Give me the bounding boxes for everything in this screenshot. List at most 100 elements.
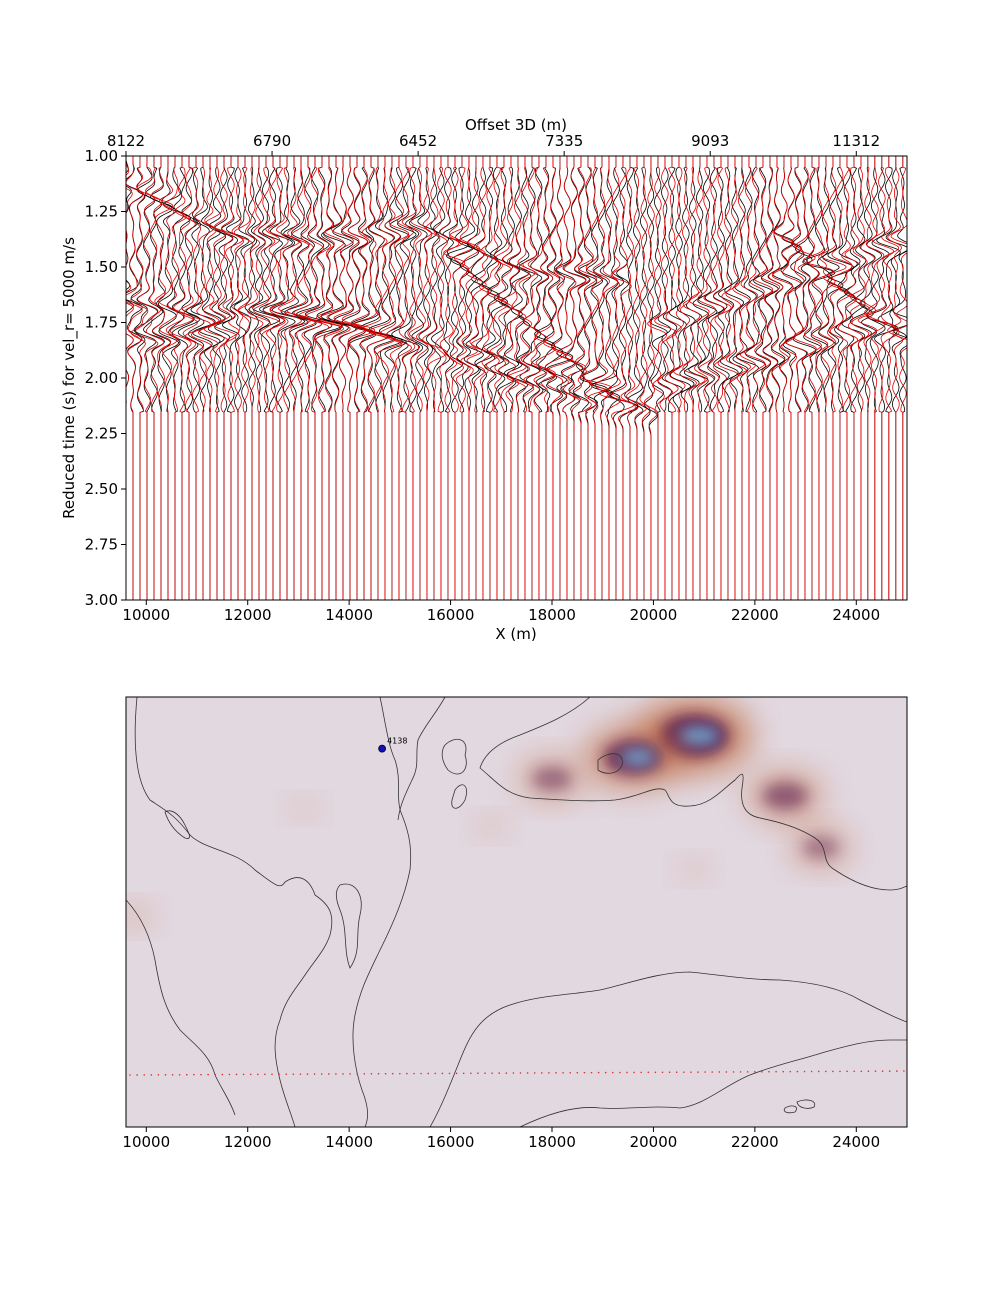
map-x-tick-label: 10000 (122, 1133, 170, 1151)
contour-line (796, 1099, 816, 1109)
synthetic-trace (725, 156, 747, 600)
receiver-point (136, 1074, 138, 1076)
contour-line (441, 738, 467, 775)
top-tick-label: 6452 (399, 132, 437, 150)
receiver-point (825, 1070, 827, 1073)
receiver-point (768, 1070, 770, 1073)
synthetic-trace (864, 156, 885, 600)
receiver-point (434, 1072, 437, 1075)
top-axis-label: Offset 3D (m) (465, 116, 567, 134)
receiver-point (363, 1073, 366, 1075)
receiver-point (675, 1071, 678, 1073)
receiver-point (746, 1071, 749, 1073)
map-x-tick-label: 22000 (731, 1133, 779, 1151)
receiver-point (200, 1073, 202, 1076)
synthetic-trace (664, 156, 682, 600)
synthetic-trace (350, 156, 376, 600)
synthetic-trace (197, 156, 220, 600)
synthetic-trace (880, 156, 900, 600)
synthetic-trace (598, 156, 635, 600)
receiver-point (129, 1074, 131, 1076)
heatmap-core (802, 836, 840, 859)
receiver-point (860, 1070, 863, 1073)
synthetic-trace (126, 156, 144, 600)
x-axis-ticks: 10000 12000 14000 16000 18000 20000 22000 24000 (122, 600, 880, 624)
receiver-point (477, 1072, 479, 1075)
receiver-point (541, 1072, 543, 1074)
heatmap-blob (678, 858, 710, 880)
top-tick-label: 9093 (691, 132, 729, 150)
synthetic-trace (837, 156, 859, 600)
receiver-point (441, 1072, 444, 1075)
synthetic-trace (351, 156, 389, 600)
receiver-point (533, 1072, 536, 1074)
synthetic-trace (744, 156, 766, 600)
receiver-point (654, 1071, 657, 1074)
contour-line (335, 883, 362, 969)
x-tick-label: 16000 (427, 606, 475, 624)
receiver-point (668, 1071, 671, 1074)
receiver-point (803, 1070, 806, 1073)
station-marker (378, 744, 387, 753)
synthetic-trace (231, 156, 245, 600)
receiver-point (647, 1071, 650, 1074)
receiver-point (349, 1073, 351, 1075)
synthetic-trace (639, 156, 651, 600)
receiver-point (782, 1070, 784, 1073)
synthetic-trace (850, 156, 871, 600)
synthetic-trace (362, 156, 396, 600)
amplitude-heatmap (126, 698, 852, 929)
synthetic-trace (594, 156, 622, 600)
x-tick-label: 22000 (731, 606, 779, 624)
receiver-point (903, 1070, 905, 1072)
synthetic-trace (820, 156, 847, 600)
heatmap-blob (475, 815, 508, 837)
receiver-point (832, 1070, 834, 1073)
synthetic-trace (253, 156, 281, 600)
receiver-point (796, 1070, 799, 1073)
synthetic-trace (626, 156, 648, 600)
receiver-point (313, 1073, 316, 1075)
y-tick-label: 3.00 (85, 591, 118, 609)
receiver-point (470, 1072, 472, 1075)
synthetic-trace (717, 156, 739, 600)
synthetic-trace (703, 156, 726, 600)
receiver-point (221, 1073, 224, 1076)
heatmap-core (762, 782, 808, 810)
synthetic-trace (712, 156, 732, 600)
synthetic-trace (547, 156, 573, 600)
receiver-point (640, 1071, 642, 1074)
synthetic-trace (753, 156, 774, 600)
synthetic-trace (608, 156, 639, 600)
receiver-point (143, 1074, 145, 1076)
synthetic-trace (739, 156, 759, 600)
synthetic-trace (379, 156, 403, 600)
receiver-point (299, 1073, 302, 1075)
synthetic-trace (471, 156, 491, 600)
synthetic-trace (844, 156, 864, 600)
receiver-point (207, 1073, 209, 1076)
station-label: 4138 (387, 737, 407, 746)
receiver-point (881, 1070, 884, 1072)
receiver-point (739, 1071, 742, 1073)
receiver-point (718, 1071, 721, 1073)
synthetic-trace (620, 156, 636, 600)
receiver-point (285, 1073, 288, 1075)
y-tick-label: 2.25 (85, 425, 118, 443)
synthetic-trace (341, 156, 376, 600)
receiver-point (228, 1073, 231, 1076)
contour-line (126, 899, 236, 1116)
synthetic-trace (804, 156, 822, 600)
synthetic-trace (333, 156, 367, 600)
receiver-point (626, 1071, 628, 1074)
synthetic-trace (865, 156, 897, 600)
synthetic-trace (647, 156, 668, 600)
synthetic-trace (278, 156, 312, 600)
receiver-point (150, 1074, 153, 1076)
receiver-point (867, 1070, 870, 1073)
receiver-point (604, 1071, 607, 1074)
contour-line (429, 971, 907, 1127)
receiver-point (377, 1072, 380, 1075)
observed-trace (316, 156, 343, 600)
receiver-point (420, 1072, 422, 1075)
